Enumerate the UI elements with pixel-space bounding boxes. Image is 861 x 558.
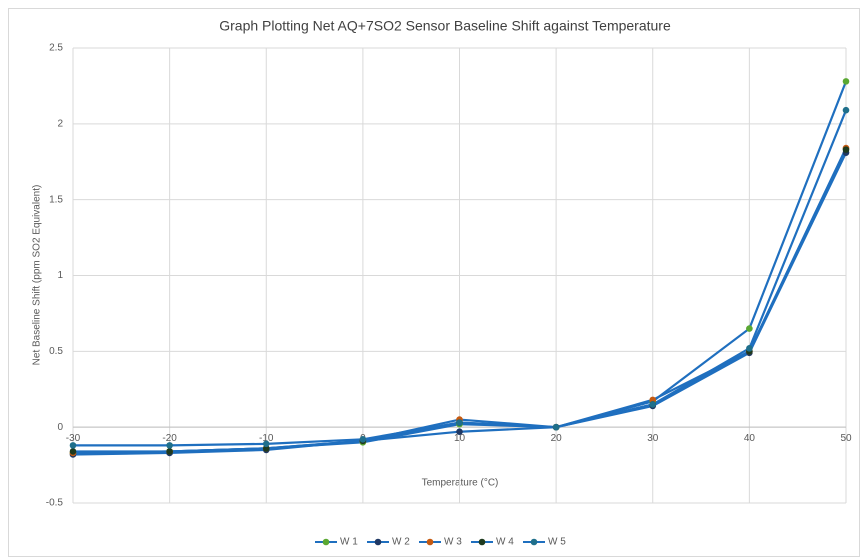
legend-label: W 2 (392, 537, 410, 548)
x-tick-label: 10 (454, 433, 466, 444)
x-tick-label: 30 (647, 433, 659, 444)
data-point (69, 448, 77, 455)
y-tick-label: 2.5 (49, 43, 63, 54)
legend-label: W 4 (496, 537, 514, 548)
x-tick-label: 50 (840, 433, 852, 444)
data-point (166, 442, 173, 449)
legend-item: W 2 (367, 537, 410, 548)
chart-border (8, 8, 860, 557)
data-point (262, 440, 270, 448)
data-point (69, 442, 77, 449)
data-point (842, 146, 850, 153)
x-tick-label: -20 (162, 433, 177, 444)
legend-marker (478, 538, 486, 546)
legend-label: W 3 (444, 537, 462, 548)
y-tick-label: 1.5 (49, 194, 63, 205)
y-tick-label: 2 (57, 118, 63, 129)
data-point (649, 396, 657, 404)
legend-marker (374, 538, 382, 546)
legend-marker (426, 538, 434, 546)
x-tick-label: 40 (744, 433, 756, 444)
legend-marker (530, 538, 538, 546)
legend-label: W 5 (548, 537, 566, 548)
data-point (746, 325, 753, 332)
legend-item: W 1 (315, 537, 358, 548)
legend-item: W 3 (419, 537, 462, 548)
y-axis-title: Net Baseline Shift (ppm SO2 Equivalent) (32, 185, 43, 366)
data-point (649, 401, 657, 408)
data-point (359, 436, 367, 443)
legend-item: W 4 (471, 537, 514, 548)
data-point (842, 78, 850, 85)
data-point (842, 106, 850, 114)
x-tick-label: -10 (259, 433, 274, 444)
legend-item: W 5 (523, 537, 566, 548)
data-point (456, 419, 463, 426)
y-tick-label: -0.5 (46, 498, 64, 509)
x-tick-label: -30 (66, 433, 81, 444)
y-tick-label: 0 (57, 422, 63, 433)
y-tick-label: 1 (57, 270, 63, 281)
chart-title: Graph Plotting Net AQ+7SO2 Sensor Baseli… (219, 18, 671, 34)
legend-label: W 1 (340, 537, 358, 548)
y-tick-label: 0.5 (49, 346, 63, 357)
data-point (456, 428, 463, 436)
x-tick-label: 20 (551, 433, 563, 444)
data-point (166, 448, 173, 455)
data-point (746, 345, 753, 352)
data-point (552, 423, 560, 431)
legend-marker (322, 538, 330, 546)
data-point (262, 445, 270, 452)
